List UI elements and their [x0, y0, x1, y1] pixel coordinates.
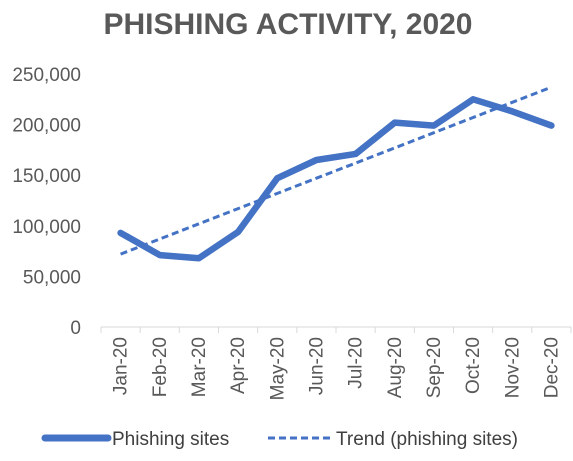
plot-area: 0 50,000 100,000 150,000 200,000 250,000 Jan-2…	[12, 65, 572, 400]
chart-title: PHISHING ACTIVITY, 2020	[104, 8, 473, 41]
x-tick-label: Sep-20	[424, 337, 445, 398]
x-tick-label: Jun-20	[306, 337, 327, 395]
x-tick-label: Aug-20	[385, 337, 406, 398]
x-tick-label: Apr-20	[228, 337, 249, 394]
x-tick-label: Mar-20	[189, 337, 210, 397]
y-tick-label: 100,000	[12, 217, 81, 238]
y-tick-label: 0	[70, 318, 81, 339]
y-tick-label: 150,000	[12, 166, 81, 187]
x-tick-label: Nov-20	[502, 337, 523, 398]
legend: Phishing sites Trend (phishing sites)	[41, 429, 518, 450]
legend-label-phishing-sites: Phishing sites	[112, 429, 229, 450]
y-tick-label: 50,000	[23, 267, 81, 288]
x-tick-label: Oct-20	[463, 337, 484, 394]
x-tick-label: Jul-20	[346, 337, 367, 389]
x-tick-label: Feb-20	[150, 337, 171, 397]
y-tick-label: 200,000	[12, 116, 81, 137]
legend-label-trend: Trend (phishing sites)	[336, 429, 518, 450]
series-line-trend-phishing-sites	[120, 85, 552, 256]
series-line-phishing-sites	[117, 96, 555, 262]
x-tick-label: Jan-20	[111, 337, 132, 395]
x-tick-label: May-20	[267, 337, 288, 400]
y-tick-label: 250,000	[12, 65, 81, 86]
x-tick-label: Dec-20	[541, 337, 562, 398]
